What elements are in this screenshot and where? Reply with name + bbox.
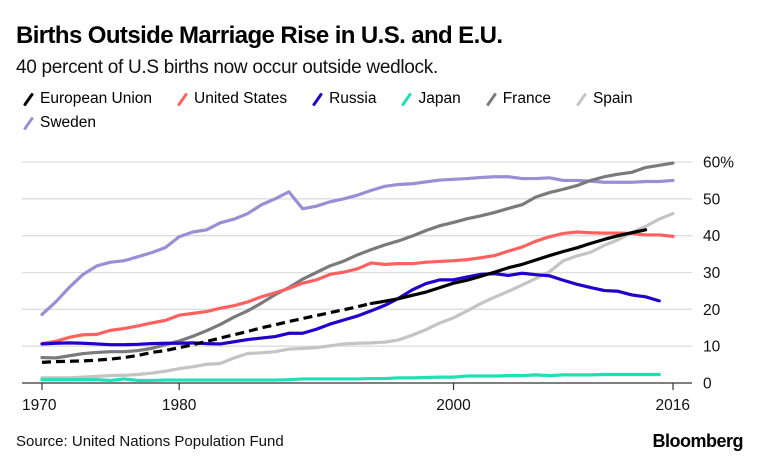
gridlines (22, 161, 692, 347)
series-france (40, 161, 675, 360)
legend-item-japan: Japan (400, 90, 460, 108)
x-tick-label: 2016 (656, 397, 690, 414)
legend-label: Spain (592, 90, 633, 107)
bloomberg-logo: Bloomberg (652, 431, 743, 451)
y-tick-label: 60% (703, 155, 734, 172)
y-tick-label: 0 (703, 376, 712, 393)
series-united-states (40, 230, 675, 346)
source-note: Source: United Nations Population Fund (16, 433, 284, 450)
legend-item-russia: Russia (311, 90, 376, 108)
series-line (40, 271, 661, 347)
y-tick-label: 40 (703, 228, 721, 245)
chart-subtitle: 40 percent of U.S births now occur outsi… (16, 57, 438, 78)
legend-label: Russia (329, 90, 377, 107)
x-tick-label: 1970 (22, 397, 57, 414)
series-japan (40, 372, 661, 383)
series-line (40, 211, 675, 380)
chart-title: Births Outside Marriage Rise in U.S. and… (16, 22, 503, 49)
legend-item-european-union: European Union (22, 90, 152, 108)
legend-label: France (502, 90, 551, 107)
series-line-solid (369, 228, 648, 306)
legend-item-france: France (485, 90, 551, 108)
x-tick-label: 1980 (162, 397, 197, 414)
legend-label: United States (194, 90, 288, 107)
series-line (40, 230, 675, 346)
series-line (40, 372, 661, 383)
series-lines (40, 161, 675, 383)
x-tick-label: 2000 (436, 397, 471, 414)
legend-item-sweden: Sweden (22, 114, 96, 132)
y-tick-label: 50 (703, 191, 721, 208)
legend: European Union United States Russia Japa… (22, 90, 742, 132)
x-axis: 1970 1980 2000 2016 (22, 382, 692, 414)
series-line (40, 175, 675, 317)
y-tick-label: 30 (703, 265, 721, 282)
legend-item-united-states: United States (176, 90, 287, 108)
legend-label: Sweden (40, 114, 97, 131)
series-european-union (41, 228, 648, 364)
y-tick-label: 10 (703, 339, 721, 356)
series-russia (40, 271, 661, 347)
legend-label: European Union (40, 90, 153, 107)
legend-item-spain: Spain (575, 90, 633, 108)
y-tick-label: 20 (703, 302, 721, 319)
legend-label: Japan (418, 90, 461, 107)
series-spain (40, 211, 675, 380)
y-axis: 0 10 20 30 40 50 60% (703, 155, 734, 393)
series-sweden (40, 175, 675, 317)
series-line (40, 161, 675, 360)
